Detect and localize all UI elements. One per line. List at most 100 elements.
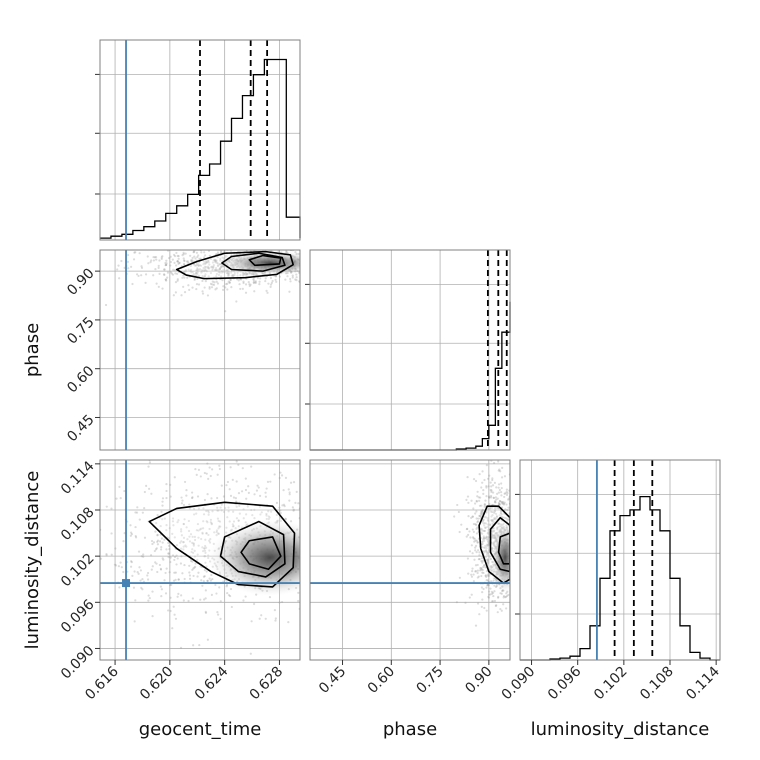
sample-point <box>191 491 194 494</box>
sample-point <box>222 268 225 271</box>
sample-point <box>177 519 180 522</box>
sample-point <box>191 535 194 538</box>
sample-point <box>177 592 180 595</box>
sample-point <box>196 267 199 270</box>
sample-point <box>138 252 141 255</box>
sample-point <box>218 586 221 589</box>
sample-point <box>197 264 201 267</box>
sample-point <box>182 599 185 602</box>
sample-point <box>487 536 490 539</box>
sample-point <box>500 592 503 595</box>
sample-point <box>152 274 155 277</box>
sample-point <box>493 510 496 513</box>
sample-point <box>247 491 250 494</box>
sample-point <box>471 515 474 518</box>
sample-point <box>204 555 207 558</box>
sample-point <box>249 283 252 286</box>
sample-point <box>208 263 211 266</box>
sample-point <box>478 473 481 476</box>
sample-point <box>189 254 192 257</box>
sample-point <box>181 499 184 502</box>
sample-point <box>180 547 183 550</box>
sample-point <box>200 251 203 254</box>
sample-point <box>465 498 468 501</box>
sample-point <box>202 580 205 583</box>
sample-point <box>156 533 159 536</box>
sample-point <box>156 534 159 537</box>
sample-point <box>198 257 201 260</box>
sample-point <box>174 578 177 581</box>
panel-frame <box>519 459 721 661</box>
sample-point <box>512 585 514 587</box>
sample-point <box>160 588 164 591</box>
sample-point <box>485 586 488 589</box>
sample-point <box>503 501 506 504</box>
sample-point <box>240 490 244 493</box>
sample-point <box>222 495 226 498</box>
sample-point <box>197 571 200 574</box>
sample-point <box>174 272 177 275</box>
sample-point <box>185 494 188 497</box>
sample-point <box>297 591 300 594</box>
sample-point <box>511 509 513 511</box>
sample-point <box>291 506 294 509</box>
sample-point <box>481 560 484 563</box>
sample-point <box>213 258 216 261</box>
sample-point <box>182 251 185 254</box>
sample-point <box>492 521 496 524</box>
sample-point <box>269 283 273 286</box>
sample-point <box>260 511 263 514</box>
sample-point <box>169 596 172 599</box>
sample-point <box>479 515 483 518</box>
sample-point <box>498 488 501 492</box>
panel-frame <box>309 459 511 661</box>
sample-point <box>483 503 486 506</box>
sample-point <box>512 562 514 564</box>
sample-point <box>239 287 242 291</box>
x-axis-label-geocent_time: geocent_time <box>139 719 262 740</box>
sample-point <box>514 514 516 516</box>
sample-point <box>169 560 172 564</box>
sample-point <box>201 292 205 295</box>
sample-point <box>147 599 150 602</box>
sample-point <box>458 576 461 579</box>
sample-point <box>475 539 478 542</box>
sample-point <box>228 488 231 491</box>
sample-point <box>154 268 157 271</box>
sample-point <box>191 568 194 571</box>
sample-point <box>241 245 243 247</box>
sample-point <box>161 497 165 500</box>
sample-point <box>239 274 242 277</box>
sample-point <box>241 273 244 277</box>
sample-point <box>486 538 489 541</box>
sample-point <box>226 272 229 275</box>
sample-point <box>134 536 138 539</box>
sample-point <box>512 562 514 564</box>
panel-frame <box>309 249 511 451</box>
sample-point <box>252 281 255 284</box>
sample-point <box>186 538 189 541</box>
sample-point <box>491 477 494 480</box>
sample-point <box>306 251 308 253</box>
sample-point <box>207 556 210 560</box>
sample-point <box>232 510 235 513</box>
histogram-geocent_time <box>95 39 301 241</box>
sample-point <box>185 245 187 247</box>
sample-point <box>497 460 500 463</box>
sample-point <box>177 578 180 581</box>
sample-point <box>235 500 238 503</box>
sample-point <box>216 251 220 254</box>
sample-point <box>494 496 498 499</box>
sample-point <box>217 532 220 535</box>
sample-point <box>169 264 172 267</box>
sample-point <box>203 251 206 254</box>
sample-point <box>481 511 484 514</box>
sample-point <box>472 580 475 583</box>
sample-point <box>242 517 245 520</box>
sample-point <box>208 287 211 290</box>
sample-point <box>212 259 215 262</box>
sample-point <box>180 528 183 531</box>
sample-point <box>184 270 187 273</box>
sample-point <box>193 264 197 267</box>
sample-point <box>500 513 503 516</box>
